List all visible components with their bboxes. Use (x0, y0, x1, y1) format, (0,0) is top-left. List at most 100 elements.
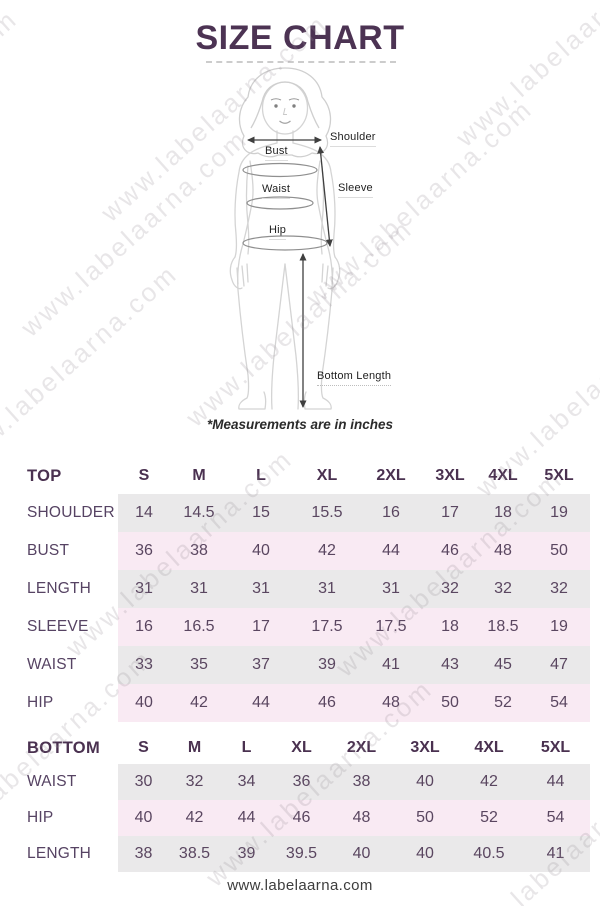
size-value-cell: 46 (294, 684, 360, 722)
size-value-cell: 17 (228, 608, 294, 646)
size-value-cell: 34 (220, 764, 273, 800)
size-value-cell: 31 (170, 570, 228, 608)
waist-ellipse (246, 196, 314, 210)
size-value-cell: 31 (360, 570, 422, 608)
size-value-cell: 52 (478, 684, 528, 722)
table-row-bust: BUST 36 38 40 42 44 46 48 50 (22, 532, 590, 570)
size-value-cell: 38.5 (169, 836, 220, 872)
hip-label: Hip (269, 224, 287, 241)
size-value-cell: 41 (360, 646, 422, 684)
row-label: HIP (22, 800, 118, 836)
size-value-cell: 16 (360, 494, 422, 532)
size-value-cell: 32 (169, 764, 220, 800)
bottom-size-table: BOTTOM S M L XL 2XL 3XL 4XL 5XL WAIST 30… (22, 732, 590, 872)
size-value-cell: 44 (360, 532, 422, 570)
size-value-cell: 31 (294, 570, 360, 608)
shoulder-label: Shoulder (330, 131, 376, 148)
size-value-cell: 46 (422, 532, 478, 570)
sleeve-arrow (317, 146, 333, 247)
size-column-header: 2XL (360, 458, 422, 494)
size-value-cell: 32 (478, 570, 528, 608)
size-column-header: S (118, 732, 169, 764)
row-label: SHOULDER (22, 494, 118, 532)
sleeve-label: Sleeve (338, 182, 373, 199)
row-label: WAIST (22, 764, 118, 800)
table-row-length: LENGTH 38 38.5 39 39.5 40 40 40.5 41 (22, 836, 590, 872)
size-value-cell: 18.5 (478, 608, 528, 646)
size-value-cell: 48 (360, 684, 422, 722)
size-value-cell: 14.5 (170, 494, 228, 532)
footer-url: www.labelaarna.com (227, 877, 373, 894)
size-value-cell: 42 (294, 532, 360, 570)
row-label: HIP (22, 684, 118, 722)
size-value-cell: 19 (528, 494, 590, 532)
size-value-cell: 16.5 (170, 608, 228, 646)
size-value-cell: 40 (118, 800, 169, 836)
bottom-length-label: Bottom Length (317, 370, 392, 387)
table-section-title: TOP (22, 458, 118, 494)
size-column-header: 2XL (330, 732, 393, 764)
size-value-cell: 48 (330, 800, 393, 836)
size-value-cell: 41 (521, 836, 590, 872)
size-value-cell: 50 (528, 532, 590, 570)
measurement-arrows (247, 136, 333, 408)
size-value-cell: 17.5 (360, 608, 422, 646)
size-value-cell: 50 (422, 684, 478, 722)
size-column-header: L (220, 732, 273, 764)
size-value-cell: 18 (422, 608, 478, 646)
size-column-header: XL (273, 732, 330, 764)
size-column-header: 5XL (521, 732, 590, 764)
measurement-note: *Measurements are in inches (206, 417, 394, 432)
size-value-cell: 47 (528, 646, 590, 684)
size-value-cell: 50 (393, 800, 457, 836)
bottom-header-row: BOTTOM S M L XL 2XL 3XL 4XL 5XL (22, 732, 590, 764)
bust-label: Bust (265, 145, 288, 162)
size-value-cell: 18 (478, 494, 528, 532)
size-value-cell: 17 (422, 494, 478, 532)
size-value-cell: 31 (228, 570, 294, 608)
page-title: SIZE CHART (195, 19, 405, 57)
measurement-figure-svg (229, 67, 341, 410)
row-label: BUST (22, 532, 118, 570)
size-column-header: M (169, 732, 220, 764)
size-value-cell: 42 (170, 684, 228, 722)
size-value-cell: 44 (228, 684, 294, 722)
size-column-header: 3XL (393, 732, 457, 764)
size-value-cell: 45 (478, 646, 528, 684)
size-value-cell: 43 (422, 646, 478, 684)
size-value-cell: 40 (393, 764, 457, 800)
size-column-header: M (170, 458, 228, 494)
size-value-cell: 48 (478, 532, 528, 570)
size-value-cell: 39 (294, 646, 360, 684)
size-value-cell: 39 (220, 836, 273, 872)
size-value-cell: 32 (528, 570, 590, 608)
size-column-header: L (228, 458, 294, 494)
row-label: LENGTH (22, 836, 118, 872)
title-underline (206, 61, 396, 63)
top-size-table: TOP S M L XL 2XL 3XL 4XL 5XL SHOULDER 14… (22, 458, 590, 722)
size-value-cell: 33 (118, 646, 170, 684)
row-label: SLEEVE (22, 608, 118, 646)
size-value-cell: 36 (273, 764, 330, 800)
row-label: LENGTH (22, 570, 118, 608)
size-value-cell: 32 (422, 570, 478, 608)
size-column-header: S (118, 458, 170, 494)
size-value-cell: 15.5 (294, 494, 360, 532)
size-column-header: 4XL (457, 732, 521, 764)
size-value-cell: 14 (118, 494, 170, 532)
size-value-cell: 35 (170, 646, 228, 684)
size-column-header: 4XL (478, 458, 528, 494)
bust-ellipse (242, 162, 318, 178)
table-row-hip: HIP 40 42 44 46 48 50 52 54 (22, 800, 590, 836)
size-value-cell: 46 (273, 800, 330, 836)
size-value-cell: 37 (228, 646, 294, 684)
size-value-cell: 54 (521, 800, 590, 836)
size-value-cell: 40 (393, 836, 457, 872)
size-value-cell: 42 (457, 764, 521, 800)
size-value-cell: 16 (118, 608, 170, 646)
size-column-header: XL (294, 458, 360, 494)
row-label: WAIST (22, 646, 118, 684)
size-value-cell: 54 (528, 684, 590, 722)
size-value-cell: 44 (521, 764, 590, 800)
